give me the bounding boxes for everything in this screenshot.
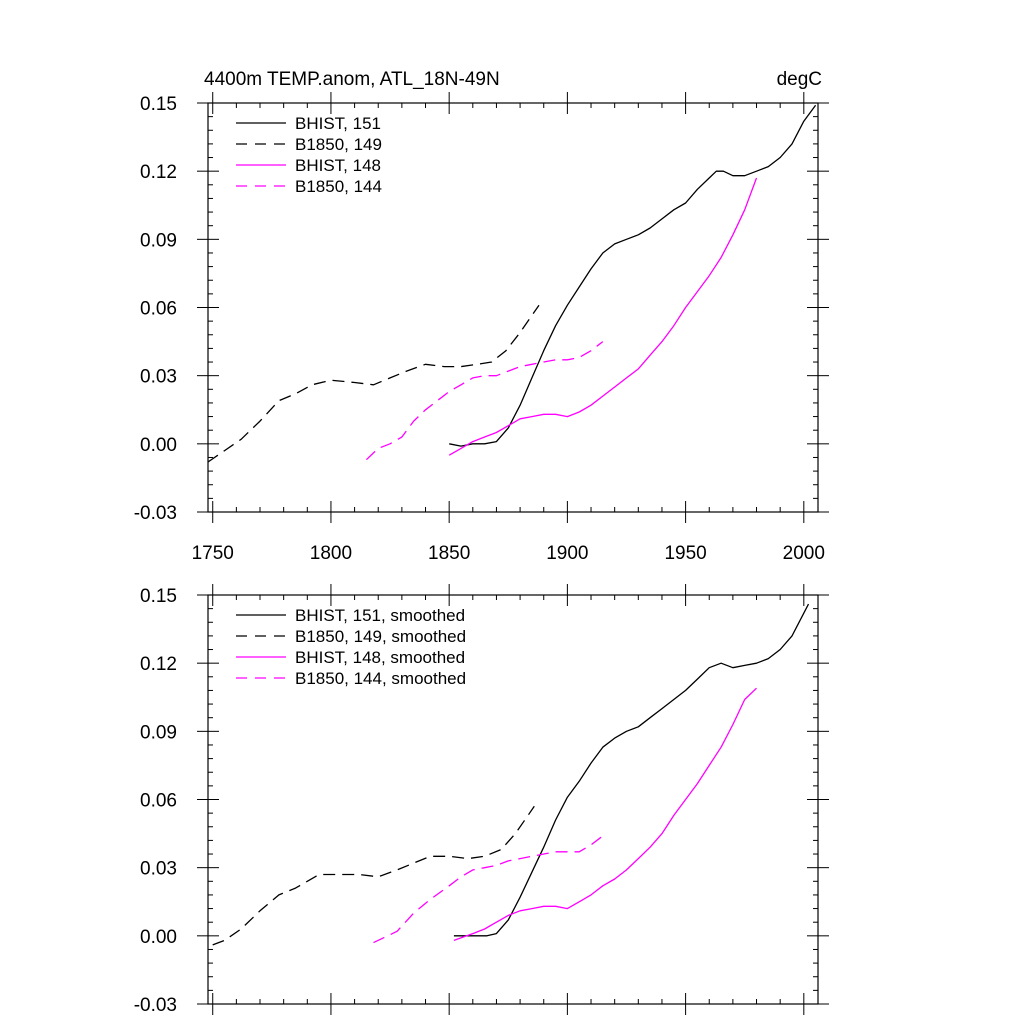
y-tick-label: 0.06 bbox=[140, 791, 177, 812]
y-tick-label: -0.03 bbox=[134, 503, 177, 524]
y-tick-label: 0.00 bbox=[140, 435, 177, 456]
series-line-3 bbox=[453, 687, 757, 942]
series-line-2 bbox=[212, 805, 535, 946]
top-panel: 4400m TEMP.anom, ATL_18N-49N degC -0.03 0… bbox=[134, 69, 829, 564]
x-tick-label: 1800 bbox=[310, 543, 352, 564]
series-line-1 bbox=[453, 603, 810, 937]
series-line-3 bbox=[448, 177, 758, 456]
legend-label: BHIST, 151 bbox=[295, 114, 381, 133]
series-line-1 bbox=[449, 104, 817, 447]
y-tick-label: 0.09 bbox=[140, 230, 177, 251]
legend-label: BHIST, 151, smoothed bbox=[295, 606, 465, 625]
y-tick-label: 0.15 bbox=[140, 586, 177, 607]
chart-title: 4400m TEMP.anom, ATL_18N-49N bbox=[204, 69, 500, 90]
y-tick-label: 0.12 bbox=[140, 162, 177, 183]
legend-label: BHIST, 148 bbox=[295, 156, 381, 175]
units-label: degC bbox=[777, 69, 822, 90]
series-line-4 bbox=[373, 835, 604, 944]
legend-label: B1850, 149, smoothed bbox=[295, 627, 466, 646]
legend-label: B1850, 144 bbox=[295, 177, 382, 196]
y-tick-label: 0.06 bbox=[140, 299, 177, 320]
bottom-panel: -0.03 0.00 0.03 0.06 0.09 0.12 0.15 BHIST, 151,… bbox=[134, 584, 829, 1016]
y-tick-label: 0.03 bbox=[140, 859, 177, 880]
y-tick-label: -0.03 bbox=[134, 995, 177, 1016]
x-tick-label: 2000 bbox=[783, 543, 825, 564]
x-tick-label: 1750 bbox=[192, 543, 234, 564]
series-line-4 bbox=[365, 341, 604, 461]
x-tick-label: 1900 bbox=[546, 543, 588, 564]
series-line-2 bbox=[207, 304, 540, 463]
x-tick-label: 1850 bbox=[428, 543, 470, 564]
y-tick-label: 0.00 bbox=[140, 927, 177, 948]
y-tick-label: 0.12 bbox=[140, 654, 177, 675]
x-tick-label: 1950 bbox=[664, 543, 706, 564]
legend-label: BHIST, 148, smoothed bbox=[295, 648, 465, 667]
legend-label: B1850, 149 bbox=[295, 135, 382, 154]
y-tick-label: 0.03 bbox=[140, 367, 177, 388]
y-tick-label: 0.09 bbox=[140, 722, 177, 743]
legend-label: B1850, 144, smoothed bbox=[295, 669, 466, 688]
y-tick-label: 0.15 bbox=[140, 94, 177, 115]
